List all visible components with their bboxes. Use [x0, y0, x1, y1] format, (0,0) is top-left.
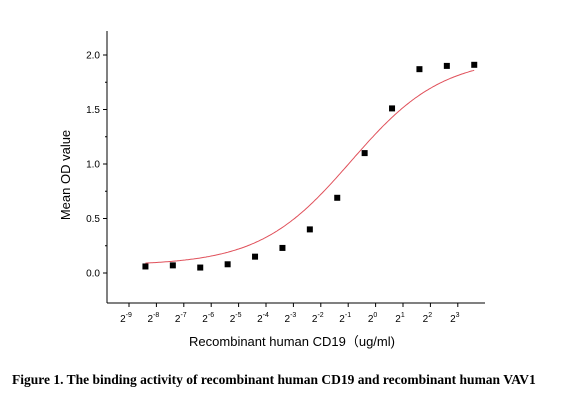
y-axis-title: Mean OD value	[58, 130, 73, 220]
x-tick-label: 2-7	[175, 312, 187, 325]
y-axis-ticks: 0.0 0.5 1.0 1.5 2.0	[86, 51, 107, 280]
y-tick-label: 1.5	[86, 105, 100, 116]
x-tick-label: 21	[395, 312, 405, 325]
data-point	[443, 62, 450, 69]
data-point	[169, 262, 176, 269]
y-tick-label: 0.0	[86, 269, 100, 280]
y-tick-label: 0.5	[86, 214, 100, 225]
data-point	[334, 194, 341, 201]
x-tick-label: 2-9	[120, 312, 132, 325]
data-point	[252, 253, 259, 260]
plot-frame	[106, 31, 485, 304]
x-tick-label: 20	[368, 312, 378, 325]
x-axis-title: Recombinant human CD19（ug/ml)	[189, 334, 395, 349]
x-tick-label: 2-8	[148, 312, 160, 325]
x-tick-label: 2-3	[285, 312, 297, 325]
data-point	[361, 150, 368, 157]
x-axis-ticks: 2-9 2-8 2-7 2-6 2-5 2-4 2-3 2-2 2-1 20 21 22 23	[120, 303, 460, 325]
fit-curve	[145, 69, 475, 264]
data-point	[389, 105, 396, 112]
x-tick-label: 2-6	[202, 312, 214, 325]
data-point	[279, 244, 286, 251]
data-point	[416, 66, 423, 73]
data-point	[142, 263, 149, 270]
x-tick-label: 2-5	[230, 312, 242, 325]
data-point	[306, 226, 313, 233]
x-tick-label: 2-1	[339, 312, 351, 325]
y-tick-label: 2.0	[86, 51, 100, 62]
x-tick-label: 2-2	[312, 312, 324, 325]
data-points	[142, 61, 478, 271]
x-tick-label: 2-4	[257, 312, 269, 325]
figure-caption: Figure 1. The binding activity of recomb…	[12, 372, 536, 387]
data-point	[471, 61, 478, 68]
data-point	[224, 261, 231, 268]
x-tick-label: 23	[450, 312, 460, 325]
y-tick-label: 1.0	[86, 160, 100, 171]
x-tick-label: 22	[423, 312, 433, 325]
data-point	[197, 264, 204, 271]
